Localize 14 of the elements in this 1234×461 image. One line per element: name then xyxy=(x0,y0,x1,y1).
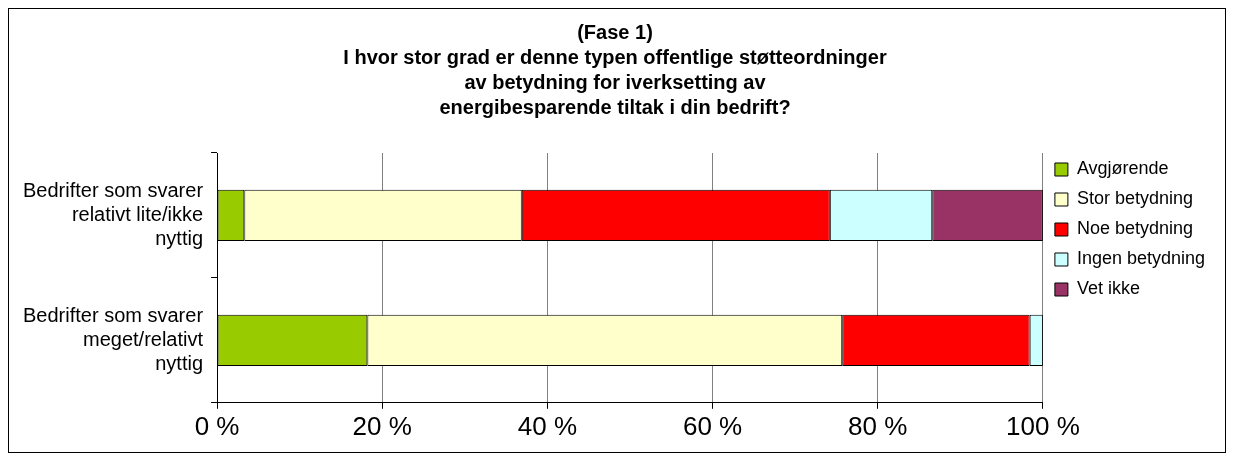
legend-label: Avgjørende xyxy=(1076,158,1169,179)
x-tick-label: 0 % xyxy=(194,410,240,441)
x-tick-label: 80 % xyxy=(848,410,908,441)
legend-label: Vet ikke xyxy=(1076,278,1140,299)
x-tick-label: 60 % xyxy=(682,410,743,441)
x-tick-label: 100 % xyxy=(1006,410,1080,441)
x-tick-label: 20 % xyxy=(352,410,412,441)
chart-title: (Fase 1) I hvor stor grad er denne typen offentlige støtteordninger av betydning for iverksetting av energibesparende tiltak i din bedrift? xyxy=(343,21,887,119)
legend-label: Ingen betydning xyxy=(1076,248,1205,269)
legend-label: Noe betydning xyxy=(1076,218,1193,239)
y-tick-label: Bedrifter som svarer relativt lite/ikke nyttig xyxy=(22,178,204,249)
legend-label: Stor betydning xyxy=(1076,188,1193,209)
y-tick-label: Bedrifter som svarer meget/relativt nyttig xyxy=(22,303,204,374)
x-tick-label: 40 % xyxy=(517,410,578,441)
